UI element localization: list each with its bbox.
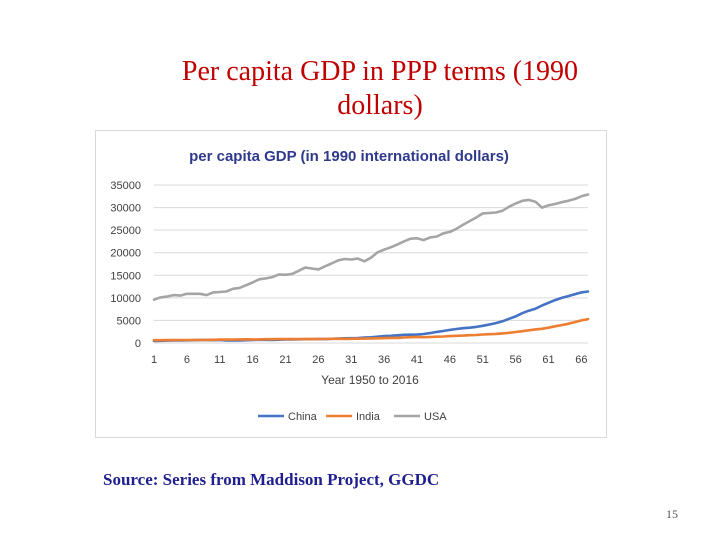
y-tick-label: 20000: [110, 248, 141, 260]
x-axis-label: Year 1950 to 2016: [321, 373, 419, 387]
y-axis-ticks: 0 5000 10000 15000 20000 25000 30000 35000: [110, 180, 141, 350]
x-tick-label: 66: [575, 354, 587, 366]
x-tick-label: 6: [184, 354, 190, 366]
slide-title: Per capita GDP in PPP terms (1990 dollar…: [181, 56, 579, 121]
x-tick-label: 51: [477, 354, 489, 366]
chart-title: per capita GDP (in 1990 international do…: [189, 148, 509, 165]
y-tick-label: 35000: [110, 180, 141, 192]
x-tick-label: 21: [279, 354, 291, 366]
legend-label-india: India: [356, 411, 381, 423]
series-line-china: [152, 290, 590, 343]
x-tick-label: 31: [345, 354, 357, 366]
x-tick-label: 46: [444, 354, 456, 366]
x-axis-ticks: 1 6 11 16 21 26 31 36 41 46 51 56 61 66: [151, 354, 588, 366]
chart-frame: per capita GDP (in 1990 international do…: [95, 130, 607, 438]
y-tick-label: 0: [135, 338, 141, 350]
gridlines: [154, 184, 588, 344]
page-number: 15: [666, 507, 678, 521]
y-tick-label: 5000: [117, 315, 141, 327]
y-tick-label: 10000: [110, 293, 141, 305]
x-tick-label: 1: [151, 354, 157, 366]
source-note: Source: Series from Maddison Project, GG…: [103, 470, 440, 489]
line-chart: per capita GDP (in 1990 international do…: [110, 148, 590, 423]
y-tick-label: 25000: [110, 225, 141, 237]
legend-label-usa: USA: [424, 411, 447, 423]
x-tick-label: 16: [247, 354, 259, 366]
series-lines: [152, 193, 590, 343]
x-tick-label: 56: [510, 354, 522, 366]
x-tick-label: 26: [312, 354, 324, 366]
legend: China India USA: [258, 411, 447, 423]
x-tick-label: 36: [378, 354, 390, 366]
series-line-india: [152, 317, 590, 342]
x-tick-label: 61: [542, 354, 554, 366]
y-tick-label: 15000: [110, 270, 141, 282]
series-line-usa: [152, 193, 590, 301]
legend-label-china: China: [288, 411, 318, 423]
y-tick-label: 30000: [110, 203, 141, 215]
x-tick-label: 11: [214, 354, 225, 366]
x-tick-label: 41: [411, 354, 423, 366]
